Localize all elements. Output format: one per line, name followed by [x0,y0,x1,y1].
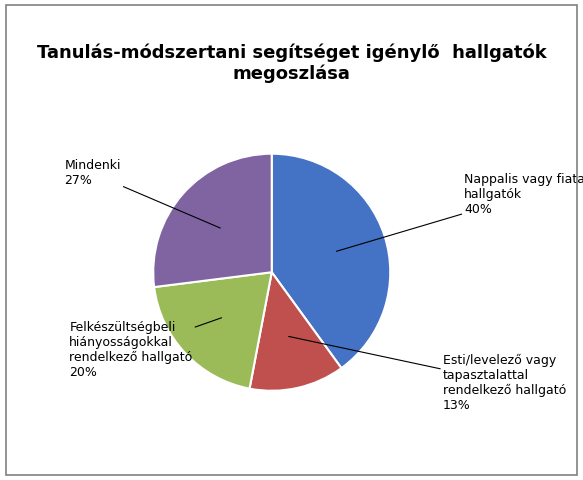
Wedge shape [153,154,272,287]
Title: Tanulás-módszertani segítséget igénylő  hallgatók
megoszlása: Tanulás-módszertani segítséget igénylő h… [37,43,546,83]
Wedge shape [154,272,272,389]
Wedge shape [272,154,390,368]
Text: Nappalis vagy fiatal
hallgatók
40%: Nappalis vagy fiatal hallgatók 40% [336,173,583,252]
Wedge shape [250,272,342,391]
Text: Esti/levelező vagy
tapasztalattal
rendelkező hallgató
13%: Esti/levelező vagy tapasztalattal rendel… [289,336,566,412]
Text: Mindenki
27%: Mindenki 27% [64,159,220,228]
Text: Felkészültségbeli
hiányosságokkal
rendelkező hallgató
20%: Felkészültségbeli hiányosságokkal rendel… [69,318,222,379]
